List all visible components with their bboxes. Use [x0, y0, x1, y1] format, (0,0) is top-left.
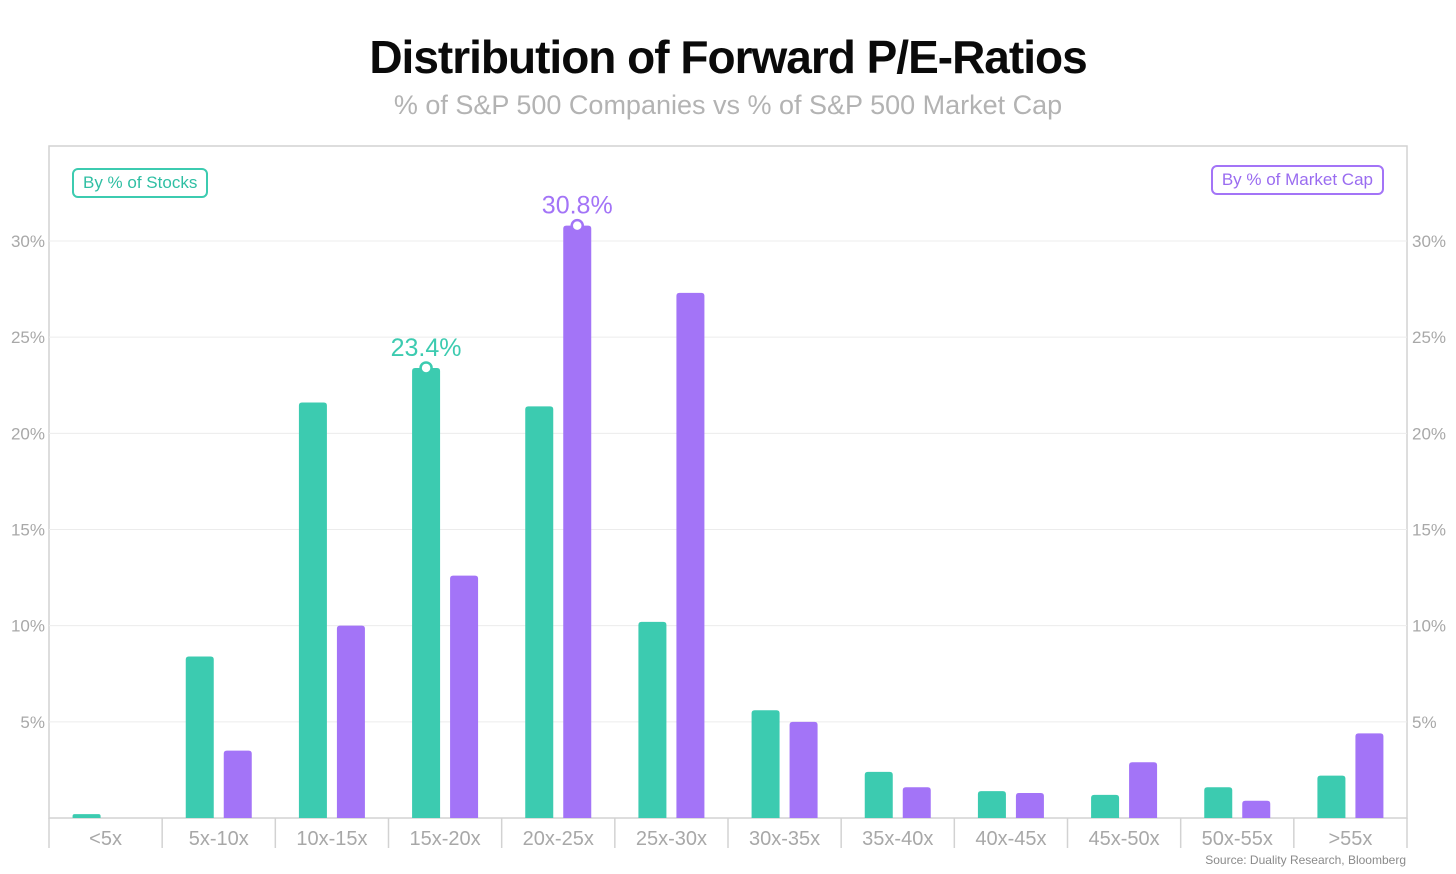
x-tick-label: 40x-45x [975, 828, 1046, 850]
bar-stocks [638, 621, 667, 818]
bar-stocks [1204, 787, 1233, 818]
bar-market-cap [1242, 800, 1271, 818]
x-tick-label: 5x-10x [189, 828, 249, 850]
bar-stocks [185, 656, 214, 818]
y-tick-label-left: 20% [11, 424, 45, 443]
bar-market-cap [450, 575, 479, 818]
bar-market-cap [676, 292, 705, 818]
bar-stocks [525, 406, 554, 818]
legend-stocks: By % of Stocks [72, 168, 209, 198]
x-tick-label: 20x-25x [523, 828, 594, 850]
x-tick-label: 35x-40x [862, 828, 933, 850]
y-tick-label-right: 20% [1412, 424, 1446, 443]
x-tick-label: 10x-15x [296, 828, 367, 850]
y-tick-label-left: 10% [11, 617, 45, 636]
x-tick-label: 25x-30x [636, 828, 707, 850]
bar-market-cap [1015, 792, 1044, 818]
bar-stocks [298, 402, 327, 818]
bar-market-cap [1129, 762, 1158, 818]
x-tick-label: 45x-50x [1089, 828, 1160, 850]
bar-stocks [72, 814, 101, 818]
y-tick-label-left: 30% [11, 232, 45, 251]
bar-stocks [864, 771, 893, 818]
source-note: Source: Duality Research, Bloomberg [1205, 853, 1406, 867]
bar-stocks [412, 367, 441, 818]
bar-market-cap [223, 750, 252, 818]
y-tick-label-left: 25% [11, 328, 45, 347]
bar-market-cap [789, 721, 818, 818]
bar-stocks [1091, 794, 1120, 818]
y-tick-label-right: 25% [1412, 328, 1446, 347]
y-tick-label-left: 15% [11, 521, 45, 540]
y-tick-label-right: 10% [1412, 617, 1446, 636]
y-tick-label-right: 30% [1412, 232, 1446, 251]
bar-market-cap [563, 225, 592, 818]
chart-title: Distribution of Forward P/E-Ratios [369, 31, 1087, 83]
x-tick-label: 30x-35x [749, 828, 820, 850]
legend-market-cap: By % of Market Cap [1210, 165, 1384, 195]
peak-label: 23.4% [391, 334, 462, 362]
bar-stocks [977, 791, 1006, 818]
x-tick-label: >55x [1328, 828, 1372, 850]
y-tick-label-right: 5% [1412, 713, 1437, 732]
bar-market-cap [336, 625, 365, 818]
y-tick-label-right: 15% [1412, 521, 1446, 540]
chart-subtitle: % of S&P 500 Companies vs % of S&P 500 M… [393, 90, 1063, 120]
x-tick-label: 50x-55x [1202, 828, 1273, 850]
x-tick-label: <5x [89, 828, 122, 850]
bar-stocks [751, 710, 780, 818]
peak-label: 30.8% [542, 192, 613, 220]
bar-stocks [1317, 775, 1346, 818]
bar-market-cap [1355, 733, 1384, 818]
x-tick-label: 15x-20x [410, 828, 481, 850]
peak-marker [419, 361, 433, 375]
plot-frame [48, 145, 1408, 819]
peak-marker [570, 218, 584, 233]
y-tick-label-left: 5% [20, 713, 45, 732]
bar-market-cap [902, 787, 931, 818]
